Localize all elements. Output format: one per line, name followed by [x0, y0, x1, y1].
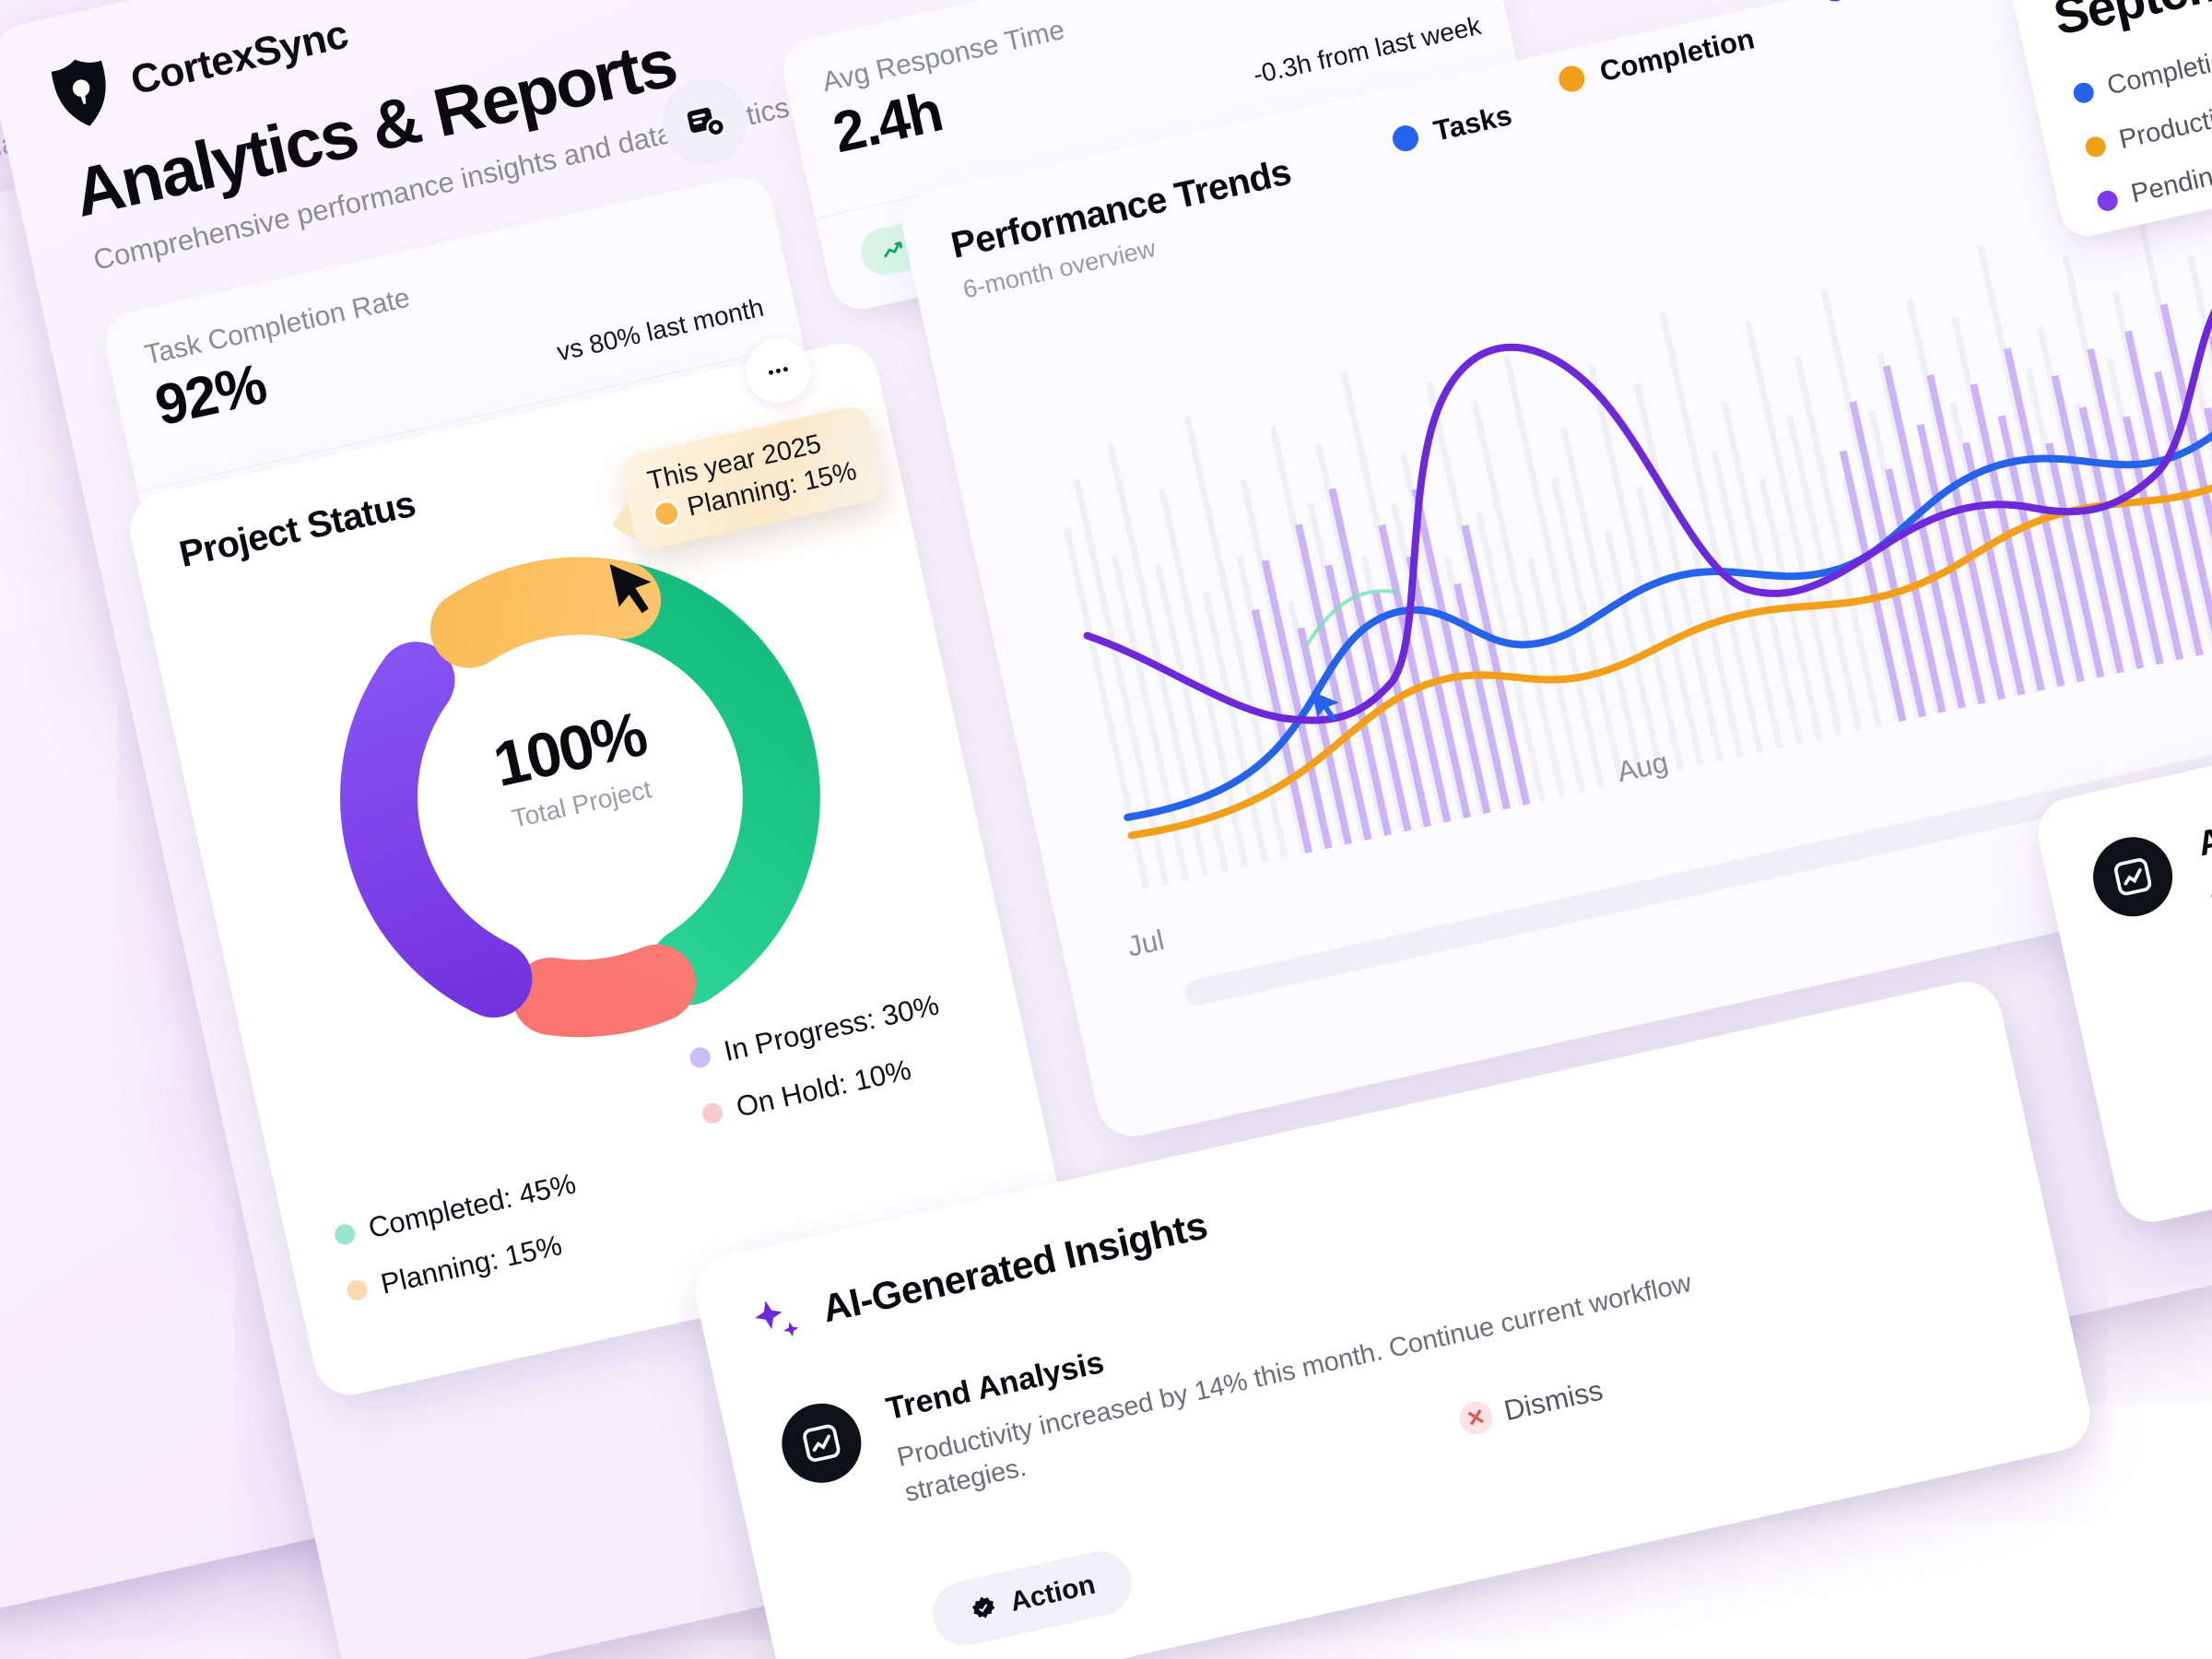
september-item-productivity-label: Productivity: [2116, 96, 2212, 156]
trends-plot-svg: [1064, 223, 2212, 889]
chart-cursor-icon: [1312, 691, 1339, 722]
project-status-more-button[interactable]: [739, 332, 818, 410]
brand-name: CortexSync: [126, 11, 353, 104]
trends-legend-tasks[interactable]: Tasks: [1389, 99, 1514, 158]
brand[interactable]: CortexSync: [45, 0, 356, 135]
donut-legend-planning-dot: [345, 1277, 370, 1303]
report-settings-icon: [687, 107, 726, 137]
trend-chart-icon: [803, 1424, 841, 1462]
series-completion-line: [1127, 401, 2212, 840]
trend-up-icon: [884, 241, 903, 257]
attention-heading: Attention Needed: [2194, 763, 2212, 865]
trends-legend-productivity-dot: [1819, 0, 1851, 5]
trend-analysis-action-label: Action: [1007, 1569, 1099, 1618]
verified-icon: [971, 1596, 995, 1618]
series-tasks-line: [1124, 342, 2212, 821]
more-horizontal-icon: [769, 367, 788, 375]
x-axis-tick-jul: Jul: [1124, 923, 1168, 963]
trends-legend-productivity[interactable]: Productivity: [1818, 0, 2029, 7]
donut-svg: [340, 557, 820, 1038]
performance-trends-card: Performance Trends 6-month overview Task…: [895, 0, 2212, 1144]
project-status-card: Project Status: [123, 332, 1070, 1402]
trends-plot-area: [970, 75, 2212, 920]
trends-purple-bars: [1251, 303, 2212, 854]
september-item-pending-dot: [2095, 188, 2120, 213]
series-productivity-line: [1083, 276, 2212, 724]
september-item-completion: Completion: [2070, 43, 2212, 110]
donut-legend-on-hold-dot: [700, 1100, 725, 1126]
donut-legend-in-progress-dot: [688, 1045, 712, 1070]
trends-legend-tasks-label: Tasks: [1430, 99, 1515, 147]
trend-analysis-dismiss-label: Dismiss: [1500, 1373, 1606, 1428]
project-status-title: Project Status: [175, 483, 419, 576]
donut-legend-on-hold-label: On Hold: 10%: [733, 1053, 914, 1124]
attention-icon-button[interactable]: [2085, 830, 2181, 924]
project-status-donut-chart[interactable]: 100% Total Project: [272, 489, 888, 1105]
mouse-cursor: [604, 552, 667, 623]
donut-legend-completed-dot: [332, 1222, 358, 1247]
september-item-pending-label: Pending: [2128, 159, 2212, 209]
september-popup-title: September: [2048, 0, 2212, 47]
september-item-pending: Pending: [2094, 159, 2212, 217]
september-item-completion-label: Completion: [2104, 42, 2212, 101]
trends-legend-completion-label: Completion: [1596, 22, 1758, 88]
trend-analysis-icon-button[interactable]: [774, 1395, 869, 1491]
september-item-completion-dot: [2071, 80, 2096, 105]
report-settings-icon-button[interactable]: [654, 71, 756, 173]
trends-legend-completion[interactable]: Completion: [1556, 22, 1758, 98]
kpi-card-avg-response: Avg Response Time 2.4h -0.3h from last w…: [776, 0, 1539, 316]
donut-tooltip-dot: [653, 500, 680, 527]
kpi-delta-badge-avg-response: +8%: [856, 206, 990, 280]
sparkles-icon: [742, 1289, 808, 1356]
attention-needed-card: Attention Needed 3 projects are approach…: [2030, 606, 2212, 1230]
trends-legend-tasks-dot: [1390, 123, 1421, 154]
ai-insights-card: AI-Generated Insights Trend Analysis Pro…: [688, 974, 2098, 1659]
shield-keyhole-icon: [45, 51, 120, 134]
trend-chart-icon: [2113, 858, 2152, 896]
kpi-delta-avg-response: +8%: [856, 206, 990, 280]
close-circle-icon: ✕: [1455, 1398, 1496, 1438]
trend-analysis-action-pill[interactable]: Action: [926, 1545, 1138, 1653]
september-item-productivity: Productivity: [2082, 96, 2212, 163]
september-item-productivity-dot: [2083, 134, 2108, 159]
trend-analysis-action[interactable]: Action: [926, 1545, 1138, 1653]
ai-insights-title: AI-Generated Insights: [818, 1203, 1211, 1331]
trends-legend-completion-dot: [1556, 63, 1587, 95]
donut-legend-planning-label: Planning: 15%: [377, 1229, 565, 1300]
